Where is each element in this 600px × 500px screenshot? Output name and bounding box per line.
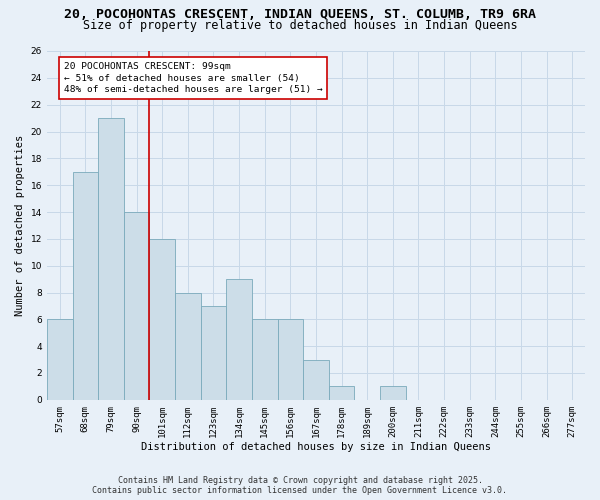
Bar <box>47 320 73 400</box>
Bar <box>226 279 252 400</box>
Text: Contains HM Land Registry data © Crown copyright and database right 2025.
Contai: Contains HM Land Registry data © Crown c… <box>92 476 508 495</box>
Text: Size of property relative to detached houses in Indian Queens: Size of property relative to detached ho… <box>83 19 517 32</box>
Text: 20 POCOHONTAS CRESCENT: 99sqm
← 51% of detached houses are smaller (54)
48% of s: 20 POCOHONTAS CRESCENT: 99sqm ← 51% of d… <box>64 62 322 94</box>
Bar <box>252 320 278 400</box>
Bar <box>149 239 175 400</box>
X-axis label: Distribution of detached houses by size in Indian Queens: Distribution of detached houses by size … <box>141 442 491 452</box>
Bar <box>380 386 406 400</box>
Bar <box>200 306 226 400</box>
Bar <box>73 172 98 400</box>
Bar <box>175 292 200 400</box>
Bar <box>278 320 303 400</box>
Bar <box>124 212 149 400</box>
Bar <box>303 360 329 400</box>
Text: 20, POCOHONTAS CRESCENT, INDIAN QUEENS, ST. COLUMB, TR9 6RA: 20, POCOHONTAS CRESCENT, INDIAN QUEENS, … <box>64 8 536 20</box>
Bar <box>329 386 355 400</box>
Bar <box>98 118 124 400</box>
Y-axis label: Number of detached properties: Number of detached properties <box>15 135 25 316</box>
